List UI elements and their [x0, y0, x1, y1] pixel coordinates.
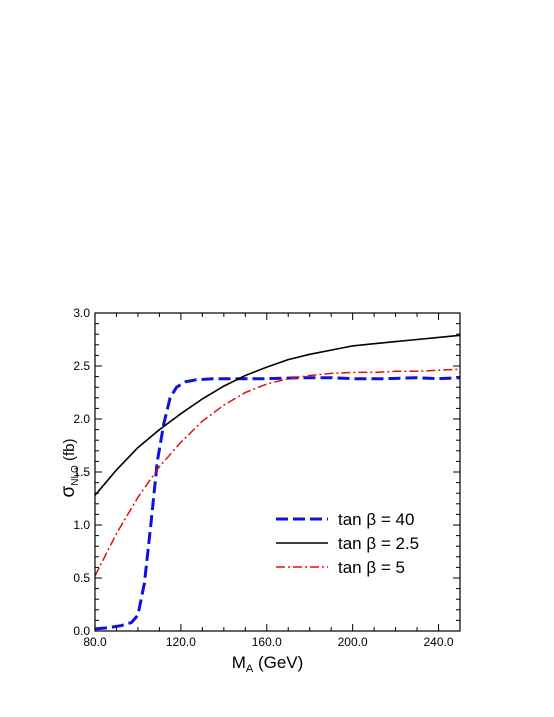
x-axis-title-unit: (GeV) — [253, 653, 303, 672]
x-tick-label: 160.0 — [252, 635, 282, 649]
x-tick-label: 240.0 — [424, 635, 454, 649]
x-axis-title-sub: A — [246, 663, 254, 675]
legend-label-2: tan β = 2.5 — [338, 534, 419, 553]
y-axis-title-unit: (fb) — [61, 439, 78, 466]
legend-label-3: tan β = 5 — [338, 558, 405, 577]
legend: tan β = 40 tan β = 2.5 tan β = 5 — [276, 510, 419, 577]
series-layer — [94, 334, 461, 631]
x-axis-title: MA (GeV) — [232, 653, 304, 675]
y-tick-label: 2.5 — [73, 359, 90, 373]
y-tick-label: 3.0 — [73, 306, 90, 320]
y-tick-label: 0.5 — [73, 571, 90, 585]
axis-ticks — [94, 312, 461, 632]
series-line-2 — [94, 334, 461, 496]
series-line-1 — [94, 376, 461, 631]
legend-label-1: tan β = 40 — [338, 510, 414, 529]
x-axis-title-main: M — [232, 653, 246, 672]
x-tick-label: 120.0 — [166, 635, 196, 649]
x-tick-label: 200.0 — [338, 635, 368, 649]
tick-labels: 80.0 120.0 160.0 200.0 240.0 0.0 0.5 1.0 1.5 2.0 2… — [73, 306, 454, 649]
plot-frame — [94, 312, 461, 632]
y-tick-label: 0.0 — [73, 624, 90, 638]
y-axis-title-main: σ — [58, 485, 79, 497]
series-line-3 — [94, 368, 461, 577]
x-tick-label: 80.0 — [83, 635, 107, 649]
y-axis-title: σNLO (fb) — [58, 439, 81, 498]
y-tick-label: 1.5 — [73, 465, 90, 479]
y-tick-label: 1.0 — [73, 518, 90, 532]
y-axis-title-sub: NLO — [70, 465, 81, 486]
y-tick-label: 2.0 — [73, 412, 90, 426]
